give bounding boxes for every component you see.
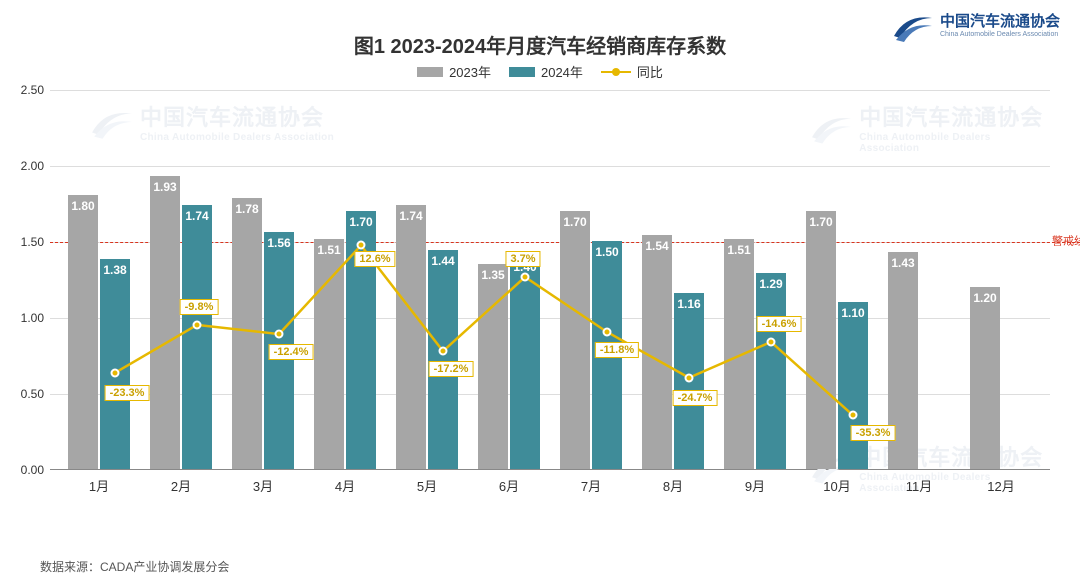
- gridline: [50, 166, 1050, 167]
- bar-value-label: 1.70: [349, 215, 372, 229]
- bar-value-label: 1.20: [973, 291, 996, 305]
- legend-item: 2024年: [509, 62, 583, 81]
- yoy-marker: [193, 320, 202, 329]
- x-tick-label: 6月: [499, 476, 519, 495]
- x-tick-label: 7月: [581, 476, 601, 495]
- bar-2024: 1.74: [182, 205, 212, 469]
- bar-value-label: 1.43: [891, 256, 914, 270]
- x-tick-label: 10月: [823, 476, 850, 495]
- bar-value-label: 1.29: [759, 277, 782, 291]
- bar-2023: 1.93: [150, 176, 180, 469]
- bar-2024: 1.40: [510, 256, 540, 469]
- watermark: 中国汽车流通协会China Automobile Dealers Associa…: [90, 100, 334, 143]
- y-tick-label: 0.00: [10, 463, 44, 477]
- legend-swatch: [601, 67, 631, 77]
- yoy-marker: [521, 273, 530, 282]
- yoy-marker: [439, 347, 448, 356]
- yoy-value-label: -9.8%: [180, 299, 219, 315]
- yoy-value-label: -24.7%: [673, 390, 718, 406]
- yoy-marker: [275, 330, 284, 339]
- bar-value-label: 1.51: [727, 243, 750, 257]
- legend-swatch: [509, 67, 535, 77]
- yoy-marker: [685, 373, 694, 382]
- warning-line-label: 警戒线: [1052, 232, 1080, 248]
- legend-swatch: [417, 67, 443, 77]
- bar-2024: 1.10: [838, 302, 868, 469]
- bar-2023: 1.78: [232, 198, 262, 469]
- yoy-value-label: -17.2%: [429, 361, 474, 377]
- yoy-value-label: -14.6%: [757, 316, 802, 332]
- yoy-value-label: 3.7%: [505, 251, 540, 267]
- gridline: [50, 90, 1050, 91]
- y-tick-label: 2.00: [10, 159, 44, 173]
- logo-cn-text: 中国汽车流通协会: [940, 14, 1060, 29]
- bar-value-label: 1.74: [399, 209, 422, 223]
- x-tick-label: 8月: [663, 476, 683, 495]
- bar-2023: 1.80: [68, 195, 98, 469]
- bar-value-label: 1.50: [595, 245, 618, 259]
- y-tick-label: 1.50: [10, 235, 44, 249]
- x-axis: 1月 2月 3月 4月 5月 6月 7月 8月 9月 10月 11月 12月: [50, 472, 1050, 496]
- chart-page: { "logo": { "cn": "中国汽车流通协会", "en": "Chi…: [0, 0, 1080, 587]
- x-tick-label: 5月: [417, 476, 437, 495]
- yoy-marker: [603, 327, 612, 336]
- x-tick-label: 4月: [335, 476, 355, 495]
- bar-2023: 1.70: [560, 211, 590, 469]
- y-tick-label: 0.50: [10, 387, 44, 401]
- bar-value-label: 1.80: [71, 199, 94, 213]
- bar-2023: 1.74: [396, 205, 426, 469]
- bar-2024: 1.44: [428, 250, 458, 469]
- bar-value-label: 1.70: [563, 215, 586, 229]
- bar-2024: 1.38: [100, 259, 130, 469]
- bar-2023: 1.51: [314, 239, 344, 469]
- y-tick-label: 2.50: [10, 83, 44, 97]
- yoy-marker: [357, 241, 366, 250]
- watermark: 中国汽车流通协会China Automobile Dealers Associa…: [810, 100, 1050, 154]
- legend-item: 2023年: [417, 62, 491, 81]
- x-tick-label: 1月: [89, 476, 109, 495]
- yoy-marker: [767, 337, 776, 346]
- yoy-marker: [849, 411, 858, 420]
- yoy-value-label: -35.3%: [851, 425, 896, 441]
- legend-item: 同比: [601, 62, 663, 81]
- bar-value-label: 1.38: [103, 263, 126, 277]
- bar-value-label: 1.16: [677, 297, 700, 311]
- bar-2023: 1.20: [970, 287, 1000, 469]
- yoy-value-label: -11.8%: [595, 342, 639, 358]
- legend-label: 2024年: [541, 62, 583, 81]
- bar-value-label: 1.56: [267, 236, 290, 250]
- bar-value-label: 1.93: [153, 180, 176, 194]
- legend: 2023年 2024年 同比: [0, 62, 1080, 81]
- yoy-value-label: 12.6%: [354, 251, 395, 267]
- bar-value-label: 1.10: [841, 306, 864, 320]
- data-source: 数据来源：CADA产业协调发展分会: [40, 558, 229, 575]
- chart-title: 图1 2023-2024年月度汽车经销商库存系数: [0, 30, 1080, 59]
- bar-2023: 1.51: [724, 239, 754, 469]
- bar-value-label: 1.70: [809, 215, 832, 229]
- x-tick-label: 3月: [253, 476, 273, 495]
- bar-value-label: 1.35: [481, 268, 504, 282]
- plot: 中国汽车流通协会China Automobile Dealers Associa…: [50, 90, 1050, 470]
- bar-2023: 1.70: [806, 211, 836, 469]
- bar-value-label: 1.74: [185, 209, 208, 223]
- yoy-value-label: -12.4%: [269, 344, 314, 360]
- bar-2023: 1.54: [642, 235, 672, 469]
- y-tick-label: 1.00: [10, 311, 44, 325]
- bar-value-label: 1.51: [317, 243, 340, 257]
- bar-2024: 1.29: [756, 273, 786, 469]
- x-tick-label: 11月: [906, 476, 933, 495]
- bar-value-label: 1.78: [235, 202, 258, 216]
- legend-label: 同比: [637, 62, 663, 81]
- bar-value-label: 1.44: [431, 254, 454, 268]
- x-tick-label: 2月: [171, 476, 191, 495]
- yoy-marker: [111, 368, 120, 377]
- bar-2023: 1.35: [478, 264, 508, 469]
- x-tick-label: 9月: [745, 476, 765, 495]
- legend-label: 2023年: [449, 62, 491, 81]
- yoy-value-label: -23.3%: [105, 385, 150, 401]
- chart-area: 中国汽车流通协会China Automobile Dealers Associa…: [50, 90, 1050, 500]
- bar-value-label: 1.54: [645, 239, 668, 253]
- x-tick-label: 12月: [987, 476, 1014, 495]
